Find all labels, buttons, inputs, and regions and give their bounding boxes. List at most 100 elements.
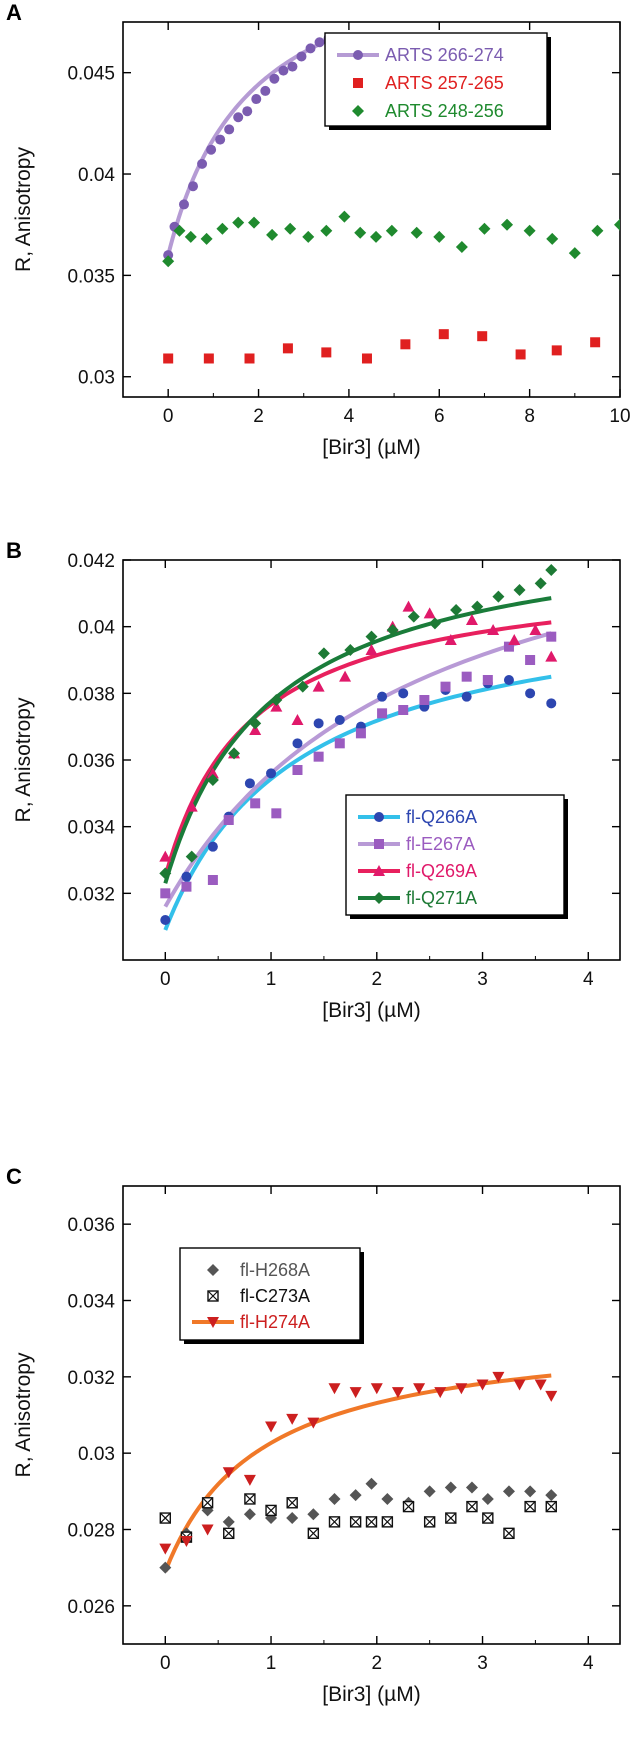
data-point bbox=[523, 224, 536, 237]
x-tick-label: 2 bbox=[371, 1653, 382, 1674]
series-fl-q271a bbox=[159, 564, 558, 880]
y-axis-label: R, Anisotropy bbox=[12, 147, 35, 272]
y-axis-label: R, Anisotropy bbox=[12, 1352, 35, 1477]
series-arts-248-256 bbox=[162, 210, 620, 268]
data-point bbox=[423, 1485, 436, 1498]
x-tick-label: 3 bbox=[477, 969, 488, 990]
data-point bbox=[386, 624, 399, 636]
data-point bbox=[206, 144, 217, 155]
data-point bbox=[320, 224, 333, 237]
data-point bbox=[423, 607, 436, 619]
data-point bbox=[370, 1383, 383, 1395]
legend-label: ARTS 266-274 bbox=[385, 45, 504, 65]
legend-marker bbox=[207, 1264, 219, 1276]
data-point bbox=[377, 708, 388, 719]
data-point bbox=[546, 232, 559, 245]
legend-marker bbox=[353, 78, 363, 88]
panel-letter: A bbox=[6, 0, 22, 25]
data-point bbox=[224, 124, 235, 135]
legend-label: fl-H268A bbox=[240, 1260, 310, 1280]
data-point bbox=[365, 1516, 378, 1528]
data-point bbox=[159, 1512, 171, 1524]
data-point bbox=[286, 1413, 299, 1425]
data-point bbox=[525, 655, 536, 665]
data-point bbox=[197, 158, 208, 169]
data-point bbox=[515, 349, 526, 360]
data-point bbox=[513, 584, 526, 596]
x-tick-label: 0 bbox=[160, 969, 171, 990]
x-tick-label: 8 bbox=[524, 406, 535, 427]
data-point bbox=[249, 717, 262, 730]
data-point bbox=[185, 800, 198, 812]
data-point bbox=[503, 641, 514, 652]
data-point bbox=[402, 600, 415, 612]
data-point bbox=[243, 1508, 256, 1521]
x-tick-label: 3 bbox=[477, 1653, 488, 1674]
data-point bbox=[410, 226, 423, 239]
data-point bbox=[402, 1500, 415, 1513]
data-point bbox=[270, 694, 283, 706]
data-point bbox=[180, 1535, 193, 1547]
data-point bbox=[492, 590, 505, 603]
data-point bbox=[476, 1379, 489, 1391]
x-tick-label: 2 bbox=[371, 969, 382, 990]
data-point bbox=[278, 65, 289, 76]
data-point bbox=[328, 1383, 341, 1395]
panel-letter: B bbox=[6, 538, 22, 563]
data-point bbox=[266, 768, 277, 779]
data-point bbox=[201, 1497, 214, 1509]
data-point bbox=[292, 765, 303, 775]
data-point bbox=[502, 1485, 515, 1498]
data-point bbox=[534, 577, 547, 590]
data-point bbox=[284, 222, 297, 235]
data-point bbox=[185, 850, 198, 863]
data-point bbox=[478, 222, 491, 235]
data-point bbox=[545, 1390, 558, 1402]
data-point bbox=[244, 1493, 256, 1505]
legend-marker bbox=[352, 105, 364, 117]
data-point bbox=[349, 1489, 362, 1502]
x-axis-label: [Bir3] (µM) bbox=[322, 436, 420, 459]
data-point bbox=[385, 224, 398, 237]
data-point bbox=[292, 738, 303, 749]
fit-curve-fl-q271a bbox=[163, 596, 552, 884]
legend-label: fl-H274A bbox=[240, 1312, 310, 1332]
data-point bbox=[438, 329, 449, 340]
data-point bbox=[160, 915, 171, 925]
data-point bbox=[250, 798, 261, 809]
data-point bbox=[545, 650, 558, 662]
legend-label: fl-Q271A bbox=[406, 888, 477, 908]
data-point bbox=[361, 353, 372, 364]
x-tick-label: 0 bbox=[163, 406, 174, 427]
data-point bbox=[344, 644, 357, 656]
x-tick-label: 4 bbox=[583, 969, 594, 990]
data-point bbox=[524, 1500, 536, 1513]
data-point bbox=[223, 1527, 235, 1540]
data-point bbox=[450, 604, 463, 616]
y-tick-label: 0.035 bbox=[67, 266, 115, 287]
data-point bbox=[222, 1467, 235, 1479]
data-point bbox=[461, 671, 472, 682]
x-tick-label: 1 bbox=[266, 969, 277, 990]
legend-marker bbox=[373, 892, 385, 904]
data-point bbox=[162, 255, 175, 268]
legend-label: fl-Q266A bbox=[406, 807, 477, 827]
data-point bbox=[173, 224, 186, 237]
data-point bbox=[466, 1500, 478, 1513]
data-point bbox=[370, 230, 383, 243]
y-tick-label: 0.036 bbox=[67, 1215, 115, 1236]
legend-label: ARTS 248-256 bbox=[385, 101, 504, 121]
data-point bbox=[270, 700, 283, 712]
data-point bbox=[433, 230, 446, 243]
data-point bbox=[377, 691, 388, 702]
data-point bbox=[428, 617, 441, 630]
data-point bbox=[338, 210, 351, 223]
chart-panel-a: A 0 2 4 6 8 10 0.03 0.035 0.04 0.045 [Bir3] (µM) R, … bbox=[6, 0, 631, 459]
fit-curve-fl-h274a bbox=[163, 1373, 552, 1573]
data-point bbox=[419, 695, 430, 705]
data-point bbox=[302, 230, 315, 243]
data-point bbox=[546, 698, 557, 709]
x-tick-label: 0 bbox=[160, 1653, 171, 1674]
legend-label: fl-C273A bbox=[240, 1286, 310, 1306]
y-tick-label: 0.04 bbox=[78, 165, 115, 186]
